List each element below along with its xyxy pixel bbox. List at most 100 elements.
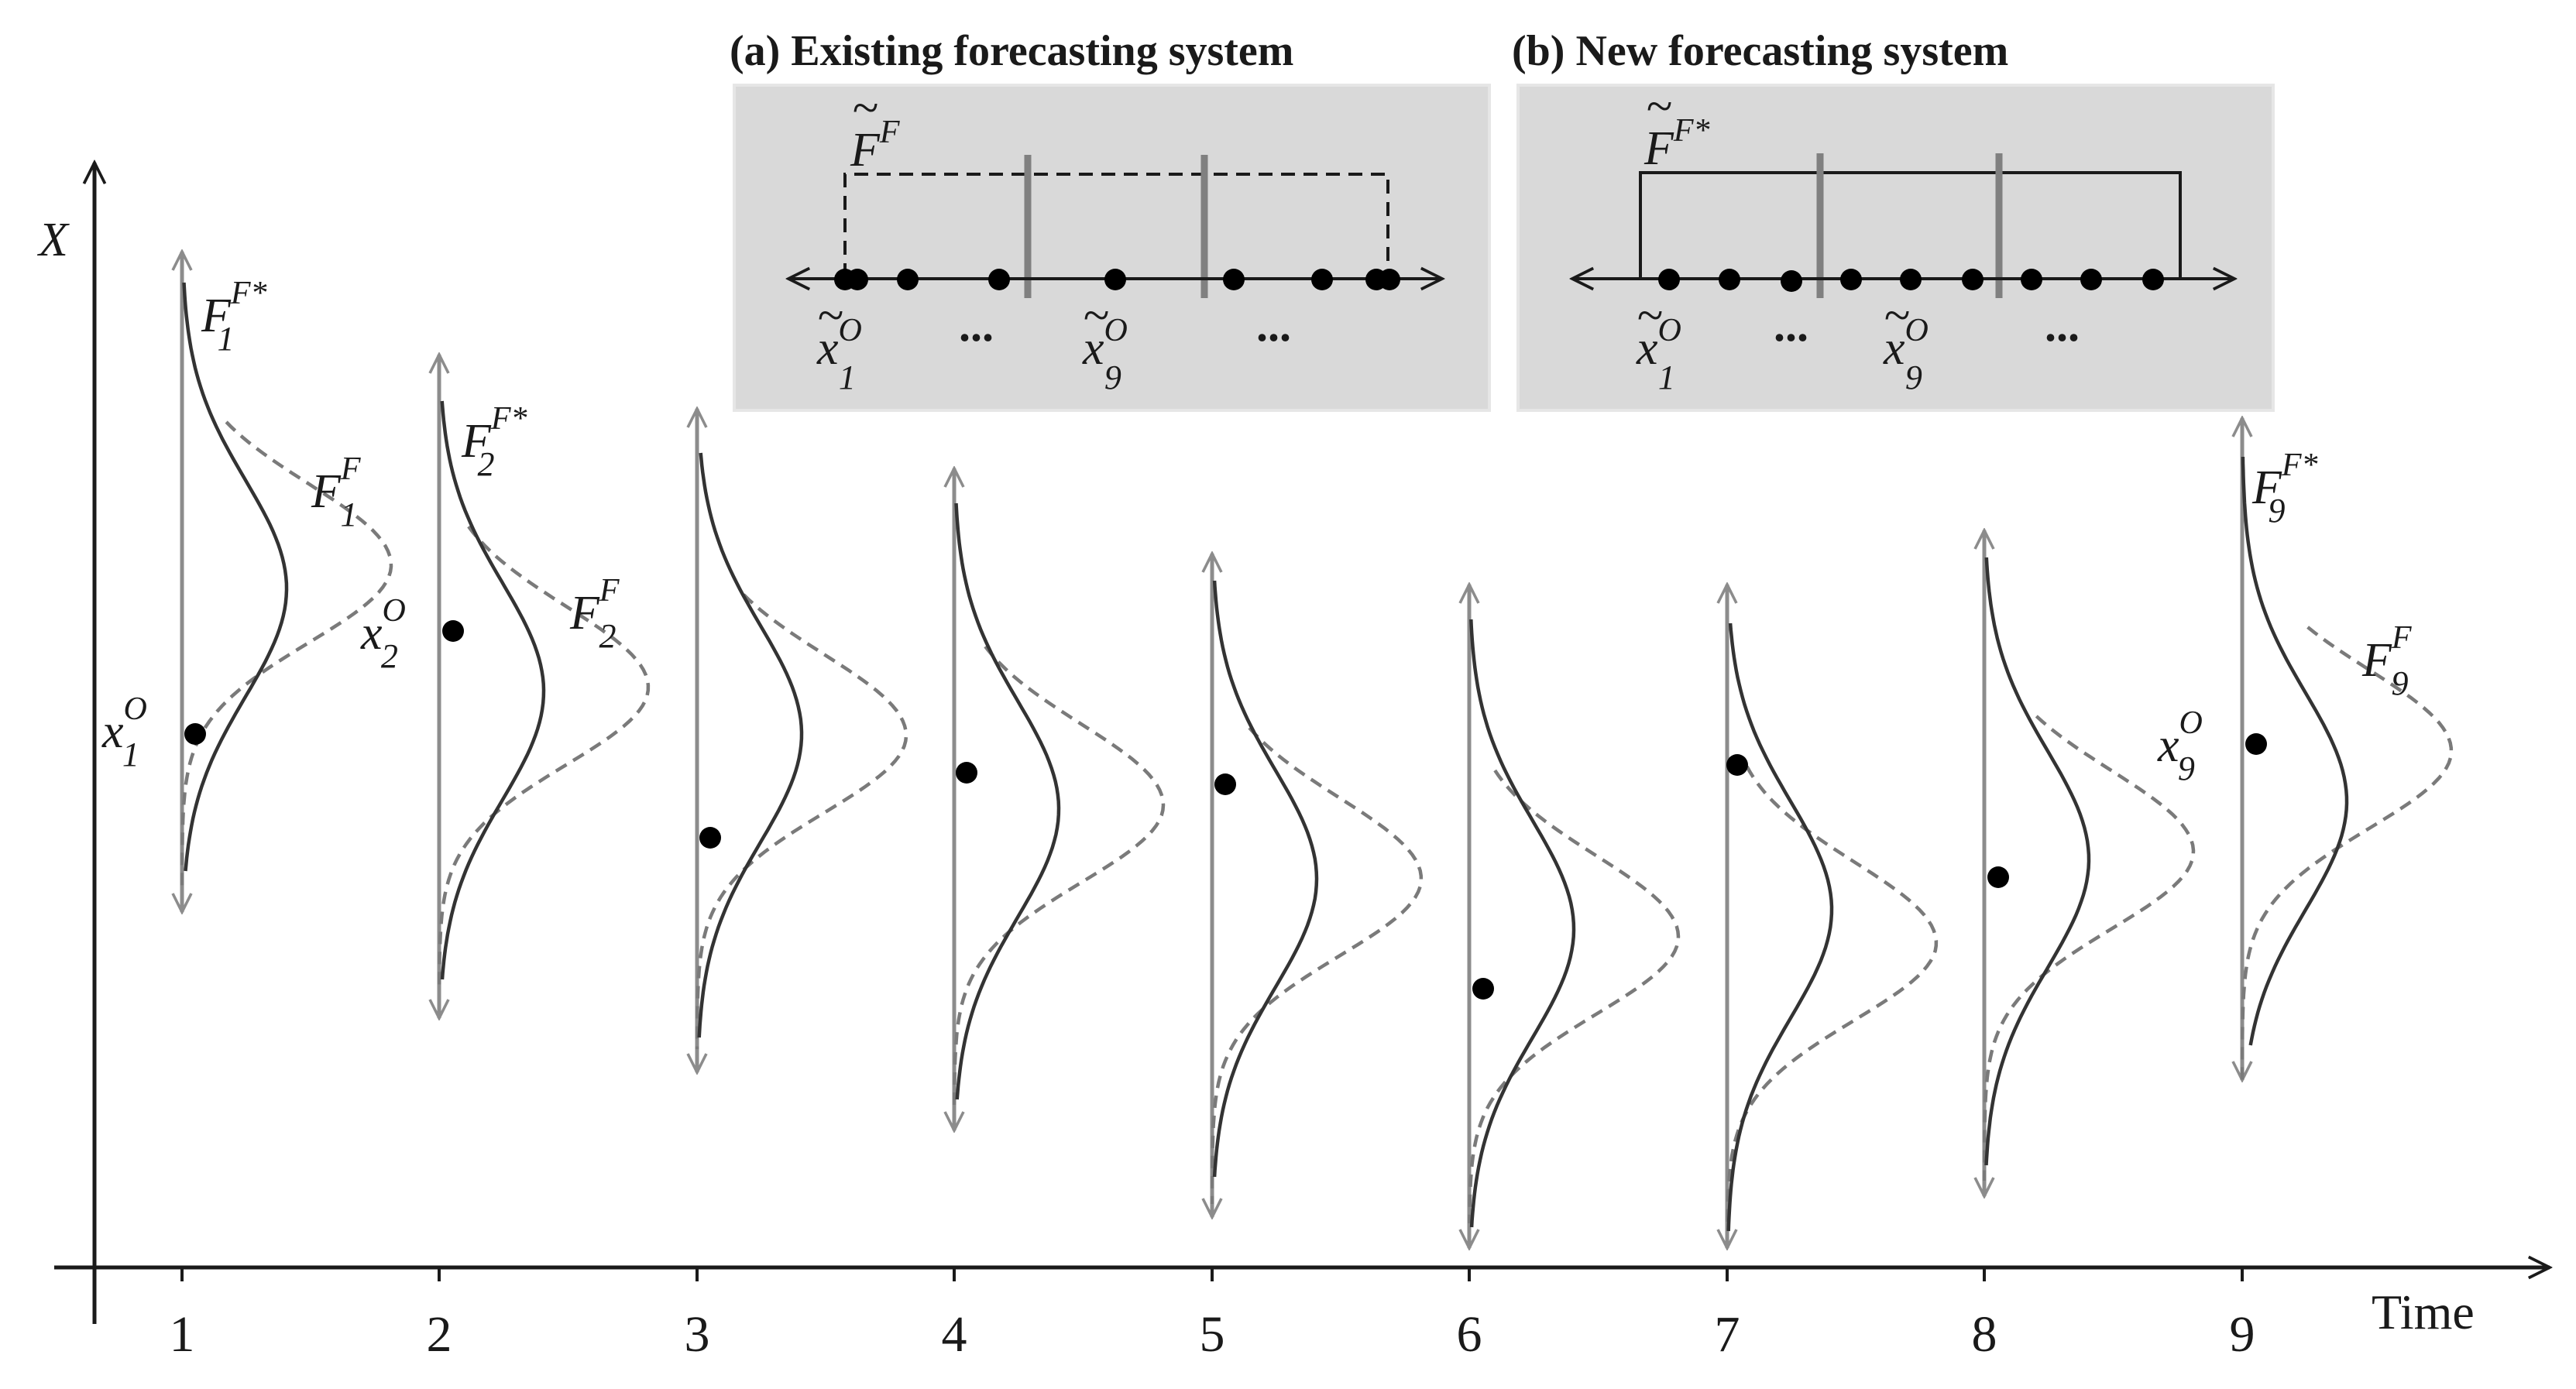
observation-dot xyxy=(184,723,206,745)
inset-existing-sample-label-first: xO 1 ~ xyxy=(816,290,862,396)
inset-new-system: (b) New forecasting system FF* ~ xO 1 ~ .… xyxy=(1512,27,2275,412)
svg-text:FF*: FF* xyxy=(1643,113,1710,175)
inset-new-title: (b) New forecasting system xyxy=(1512,27,2008,75)
label-new-forecast-t2: FF* 2 xyxy=(461,401,527,483)
inset-new-sample-label-first: xO 1 ~ xyxy=(1636,290,1681,396)
inset-new-distribution-label: FF* ~ xyxy=(1643,81,1710,175)
inset-new-sample-dot xyxy=(1781,270,1802,292)
inset-existing-sample-dot xyxy=(1223,269,1245,290)
time-panel-1: 1 xyxy=(170,252,393,1363)
svg-text:xO1: xO 1 xyxy=(1636,313,1681,396)
inset-existing-sample-dot xyxy=(988,269,1010,290)
existing-forecast-curve xyxy=(180,420,393,887)
new-forecast-curve xyxy=(1726,622,1834,1232)
svg-text:FF2: FF 2 xyxy=(569,573,620,655)
svg-text:FF1: FF 1 xyxy=(311,451,361,533)
existing-forecast-curve xyxy=(1210,726,1424,1205)
time-panel-2: 2 xyxy=(427,355,651,1363)
time-panel-5: 5 xyxy=(1200,554,1424,1363)
inset-new-sample-dot xyxy=(1962,269,1984,290)
x-axis-label: Time xyxy=(2372,1284,2475,1339)
time-panel-7: 7 xyxy=(1715,585,1939,1363)
inset-existing-sample-dot xyxy=(1311,269,1333,290)
new-forecast-curve xyxy=(697,452,804,1038)
inset-existing-ellipsis-2: ... xyxy=(1256,300,1291,351)
existing-forecast-curve xyxy=(1982,715,2196,1181)
svg-text:~: ~ xyxy=(1884,290,1910,342)
time-panel-3: 3 xyxy=(685,409,908,1363)
svg-text:xO1: xO 1 xyxy=(101,691,147,773)
new-forecast-curve xyxy=(440,400,546,980)
inset-new-sample-dot xyxy=(1840,269,1862,290)
observation-dot xyxy=(1726,754,1748,776)
time-tick-label: 3 xyxy=(685,1306,710,1363)
new-forecast-curve xyxy=(182,282,289,872)
inset-existing-ellipsis-1: ... xyxy=(959,300,994,351)
inset-existing-distribution-bracket xyxy=(843,173,1389,277)
new-forecast-curve xyxy=(1212,580,1319,1178)
existing-forecast-curve xyxy=(952,645,1166,1108)
time-tick-label: 7 xyxy=(1715,1306,1740,1363)
inset-new-sample-dot xyxy=(1658,269,1680,290)
existing-forecast-curve xyxy=(2240,626,2454,1080)
new-forecast-curve xyxy=(2241,456,2349,1046)
svg-text:xO2: xO 2 xyxy=(360,593,406,675)
time-panels: 1 2 3 4 5 6 7 8 9 xyxy=(170,252,2454,1363)
inset-new-ellipsis-1: ... xyxy=(1774,300,1808,351)
inset-existing-title: (a) Existing forecasting system xyxy=(730,27,1293,75)
label-observation-t2: xO 2 xyxy=(360,593,406,675)
inset-new-sample-dot xyxy=(1900,269,1922,290)
inset-new-sample-dot xyxy=(1719,269,1740,290)
observation-dot xyxy=(699,827,721,849)
label-existing-forecast-t9: FF 9 xyxy=(2361,620,2412,702)
observation-dot xyxy=(956,762,977,784)
inset-existing-samples xyxy=(834,269,1400,290)
existing-forecast-curve xyxy=(695,593,908,1049)
svg-text:FF9: FF 9 xyxy=(2361,620,2412,702)
label-existing-forecast-t2: FF 2 xyxy=(569,573,620,655)
inset-new-ellipsis-2: ... xyxy=(2045,300,2080,351)
svg-text:FF*2: FF* 2 xyxy=(461,401,527,483)
svg-text:xO9: xO 9 xyxy=(2157,705,2203,787)
time-tick-label: 2 xyxy=(427,1306,452,1363)
time-tick-label: 9 xyxy=(2230,1306,2255,1363)
inset-new-background xyxy=(1516,84,2275,412)
inset-existing-distribution-label: FF ~ xyxy=(850,82,900,177)
observation-dot xyxy=(1472,978,1494,1000)
inset-existing-sample-dot xyxy=(1104,269,1126,290)
observation-dot xyxy=(442,620,464,642)
time-panel-8: 8 xyxy=(1972,530,2196,1363)
inset-new-sample-dot xyxy=(2142,269,2164,290)
inset-new-sample-dot xyxy=(2080,269,2102,290)
svg-text:~: ~ xyxy=(817,290,843,342)
svg-text:~: ~ xyxy=(852,82,878,135)
time-panel-6: 6 xyxy=(1457,585,1681,1363)
inset-new-sample-dot xyxy=(2021,269,2042,290)
observation-dot xyxy=(1214,773,1236,795)
y-axis-label: X xyxy=(36,214,70,266)
svg-text:xO1: xO 1 xyxy=(816,313,862,396)
observation-dot xyxy=(1987,866,2009,888)
svg-text:FF*1: FF* 1 xyxy=(201,276,267,358)
label-new-forecast-t1: FF* 1 xyxy=(201,276,267,358)
svg-text:FF*9: FF* 9 xyxy=(2251,448,2318,530)
inset-existing-sample-dot xyxy=(1379,269,1400,290)
svg-text:xO9: xO 9 xyxy=(1883,313,1929,396)
svg-text:~: ~ xyxy=(1646,81,1672,133)
label-new-forecast-t9: FF* 9 xyxy=(2251,448,2318,530)
inset-new-distribution-bracket xyxy=(1639,171,2182,277)
time-tick-label: 6 xyxy=(1457,1306,1482,1363)
label-existing-forecast-t1: FF 1 xyxy=(311,451,361,533)
svg-text:~: ~ xyxy=(1637,290,1663,342)
inset-existing-sample-dot xyxy=(897,269,919,290)
svg-text:~: ~ xyxy=(1083,290,1109,342)
time-panel-9: 9 xyxy=(2230,418,2454,1363)
existing-forecast-curve xyxy=(1726,765,1939,1228)
time-tick-label: 5 xyxy=(1200,1306,1225,1363)
time-tick-label: 4 xyxy=(942,1306,967,1363)
time-panel-4: 4 xyxy=(942,468,1166,1363)
time-tick-label: 8 xyxy=(1972,1306,1997,1363)
inset-existing-sample-label-ninth: xO 9 ~ xyxy=(1082,290,1128,396)
